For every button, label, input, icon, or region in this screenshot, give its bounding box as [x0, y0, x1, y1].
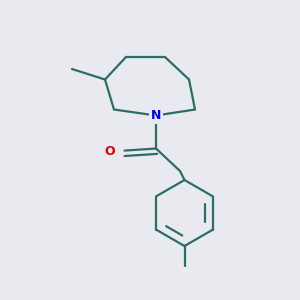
Text: O: O: [104, 145, 115, 158]
Text: N: N: [151, 109, 161, 122]
